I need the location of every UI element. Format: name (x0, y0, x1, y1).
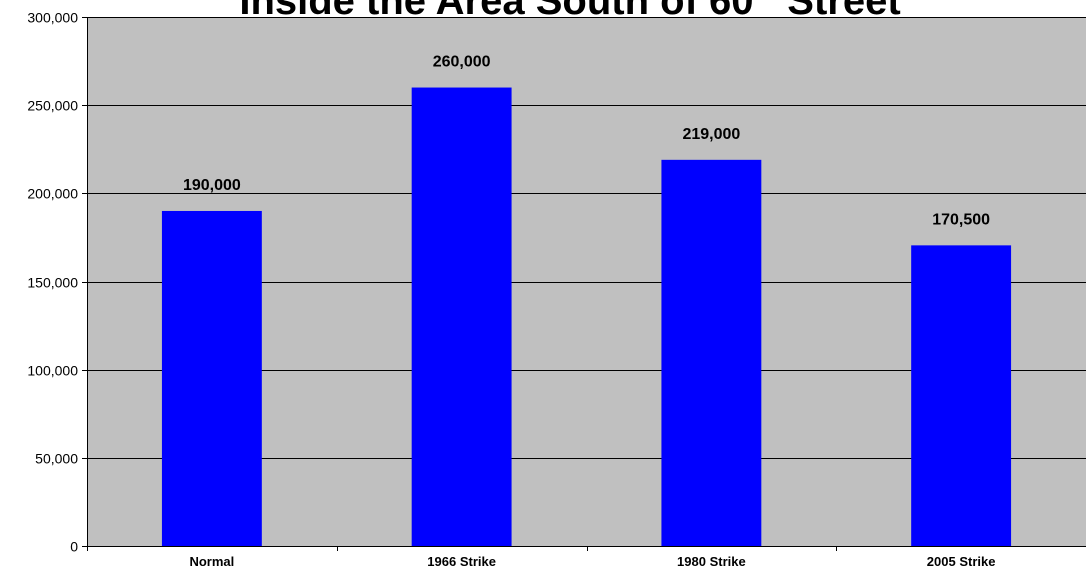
y-tick-label: 100,000 (27, 363, 78, 379)
y-tick-label: 50,000 (35, 451, 78, 467)
bars (161, 87, 1012, 547)
bar (161, 210, 262, 546)
axes (87, 17, 1086, 547)
x-tick-label: 1966 Strike (427, 554, 496, 569)
bar (661, 159, 762, 546)
data-label: 219,000 (682, 126, 740, 143)
chart-title-suffix: Street (776, 0, 901, 23)
y-tick-label: 250,000 (27, 98, 78, 114)
x-axis-ticks: Normal 1966 Strike 1980 Strike 2005 Strike (87, 546, 996, 569)
y-tick-label: 0 (70, 539, 78, 555)
y-tick-label: 300,000 (27, 10, 78, 26)
x-tick-label: Normal (189, 554, 234, 569)
data-label: 190,000 (183, 177, 241, 194)
y-tick-label: 150,000 (27, 275, 78, 291)
chart-title-main: Inside the Area South of 60 (239, 0, 753, 23)
data-label: 260,000 (433, 54, 491, 71)
y-tick-label: 200,000 (27, 186, 78, 202)
x-tick-label: 1980 Strike (677, 554, 746, 569)
bar (911, 245, 1012, 546)
chart-title-superscript: th (754, 0, 777, 6)
bar (411, 87, 512, 547)
data-labels: 190,000 260,000 219,000 170,500 (183, 54, 990, 229)
y-axis-ticks: 0 50,000 100,000 150,000 200,000 250,000 300,0… (27, 10, 87, 555)
data-label: 170,500 (932, 211, 990, 228)
x-tick-label: 2005 Strike (927, 554, 996, 569)
chart-title: Inside the Area South of 60th Street (239, 0, 900, 23)
